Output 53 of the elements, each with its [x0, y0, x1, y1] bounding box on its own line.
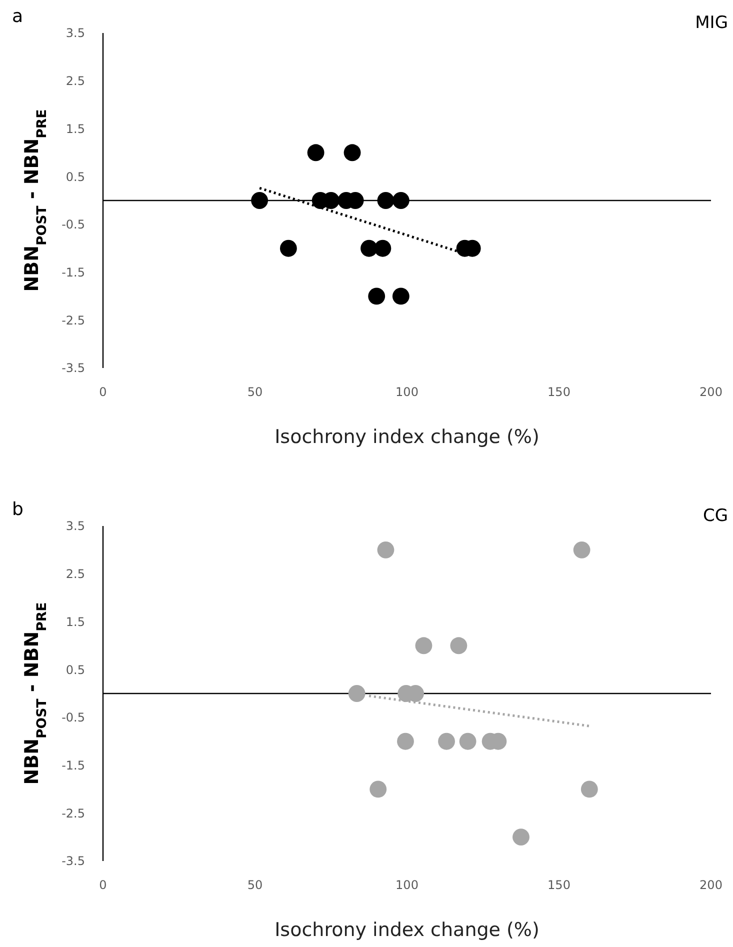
point — [397, 732, 414, 750]
x-tick-label: 200 — [700, 878, 722, 892]
x-axis-title: Isochrony index change (%) — [274, 426, 540, 448]
x-tick-label: 50 — [247, 385, 263, 399]
y-tick-label: -3.5 — [62, 361, 85, 376]
y-tick-label: -0.5 — [62, 710, 85, 725]
text: a — [12, 6, 24, 27]
point — [374, 240, 392, 257]
point — [377, 541, 394, 558]
y-tick-label: 0.5 — [66, 662, 85, 677]
point — [392, 288, 410, 305]
y-tick-label: 2.5 — [66, 74, 85, 88]
x-tick-label: 150 — [548, 385, 570, 399]
y-tick-label: -2.5 — [62, 313, 85, 328]
y-tick-label: 3.5 — [66, 519, 85, 534]
point — [459, 732, 476, 750]
x-tick-label: 200 — [700, 385, 722, 399]
point — [377, 192, 394, 209]
x-axis-title: Isochrony index change (%) — [274, 919, 540, 941]
y-tick-label: -0.5 — [62, 218, 85, 232]
point — [370, 780, 387, 798]
x-tick-label: 0 — [99, 878, 107, 892]
y-tick-label: 3.5 — [66, 26, 85, 40]
point — [450, 637, 468, 654]
y-tick-label: 0.5 — [66, 170, 85, 184]
y-tick-label: -3.5 — [62, 854, 85, 868]
point — [360, 240, 378, 257]
point — [307, 144, 324, 162]
x-tick-label: 0 — [99, 385, 107, 399]
y-tick-label: 1.5 — [66, 614, 85, 629]
x-tick-label: 150 — [548, 878, 570, 892]
point — [580, 780, 598, 798]
x-tick-label: 100 — [396, 878, 418, 892]
y-tick-label: -2.5 — [62, 806, 85, 820]
y-tick-label: 1.5 — [66, 122, 85, 136]
text: b — [12, 499, 24, 520]
point — [438, 732, 455, 750]
point — [573, 541, 590, 558]
point — [344, 144, 361, 162]
point — [368, 288, 386, 305]
point — [415, 637, 432, 654]
point — [512, 828, 530, 846]
x-tick-label: 50 — [247, 878, 263, 892]
point — [392, 192, 410, 209]
point — [348, 685, 366, 702]
y-tick-label: -1.5 — [62, 758, 85, 772]
point — [251, 192, 268, 209]
point — [280, 240, 297, 257]
chart-title: CG — [702, 506, 728, 526]
x-tick-label: 100 — [396, 385, 418, 399]
y-tick-label: 2.5 — [66, 567, 85, 582]
chart-title: MIG — [695, 13, 728, 33]
y-tick-label: -1.5 — [62, 265, 85, 280]
